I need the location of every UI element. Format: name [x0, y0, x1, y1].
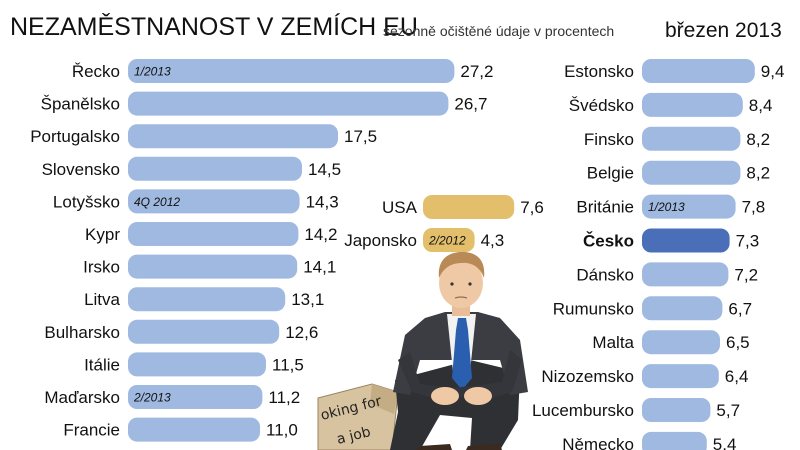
job-seeker-illustration: oking for a job — [317, 252, 528, 450]
category-label-japonsko: Japonsko — [344, 231, 417, 250]
chart-subtitle: sezonně očištěné údaje v procentech — [383, 23, 614, 39]
category-label-rumunsko: Rumunsko — [553, 299, 634, 318]
value-label-bulharsko: 12,6 — [285, 323, 318, 342]
category-label-slovensko: Slovensko — [42, 160, 120, 179]
category-label-malta: Malta — [592, 333, 634, 352]
value-label-slovensko: 14,5 — [308, 160, 341, 179]
value-label-madarsko: 11,2 — [268, 388, 300, 407]
note-label-britanie: 1/2013 — [648, 200, 685, 214]
bar-svedsko — [642, 92, 743, 117]
value-label-lucembursko: 5,7 — [716, 401, 740, 420]
bar-recko — [128, 59, 455, 83]
bar-spanelsko — [128, 91, 449, 116]
value-label-usa: 7,6 — [520, 198, 544, 217]
category-label-francie: Francie — [63, 421, 120, 440]
bar-britanie — [642, 194, 736, 219]
category-label-recko: Řecko — [72, 62, 120, 81]
value-label-belgie: 8,2 — [746, 164, 770, 183]
value-label-spanelsko: 26,7 — [454, 95, 487, 114]
bar-portugalsko — [128, 124, 338, 149]
note-label-madarsko: 2/2013 — [133, 391, 171, 405]
bar-nizozemsko — [642, 364, 719, 389]
value-label-rumunsko: 6,7 — [728, 299, 752, 318]
value-label-portugalsko: 17,5 — [344, 127, 377, 146]
bar-lotyssko — [128, 189, 300, 214]
category-label-lucembursko: Lucembursko — [532, 401, 634, 420]
category-label-madarsko: Maďarsko — [44, 388, 120, 407]
bar-malta — [642, 330, 720, 355]
bar-estonsko — [642, 59, 755, 83]
bar-dansko — [642, 262, 729, 287]
category-label-usa: USA — [382, 198, 418, 217]
bar-rumunsko — [642, 296, 723, 321]
category-label-dansko: Dánsko — [576, 265, 634, 284]
value-label-lotyssko: 14,3 — [306, 192, 339, 211]
category-label-estonsko: Estonsko — [564, 62, 634, 81]
category-label-finsko: Finsko — [584, 130, 634, 149]
category-label-britanie: Británie — [576, 198, 634, 217]
value-label-cesko: 7,3 — [736, 232, 760, 251]
category-label-nizozemsko: Nizozemsko — [541, 367, 634, 386]
bar-kypr — [128, 222, 299, 246]
value-label-malta: 6,5 — [726, 333, 750, 352]
value-label-estonsko: 9,4 — [761, 62, 785, 81]
bar-bulharsko — [128, 319, 280, 344]
category-label-irsko: Irsko — [83, 258, 120, 277]
category-label-portugalsko: Portugalsko — [30, 127, 120, 146]
bar-slovensko — [128, 156, 302, 181]
value-label-kypr: 14,2 — [304, 225, 337, 244]
bars-layer: Řecko 27,2 1/2013 Španělsko 26,7 Portugalsko 1… — [30, 59, 784, 450]
category-label-kypr: Kypr — [85, 225, 120, 244]
bar-finsko — [642, 126, 741, 151]
bar-japonsko — [423, 228, 475, 252]
value-label-francie: 11,0 — [266, 421, 298, 440]
category-label-italie: Itálie — [84, 355, 120, 374]
chart-title: NEZAMĚSTNANOST V ZEMÍCH EU — [10, 12, 418, 41]
bar-litva — [128, 287, 286, 312]
value-label-svedsko: 8,4 — [749, 96, 773, 115]
category-label-svedsko: Švédsko — [569, 96, 634, 115]
value-label-britanie: 7,8 — [742, 198, 766, 217]
chart-date: březen 2013 — [665, 19, 782, 42]
category-label-bulharsko: Bulharsko — [44, 323, 120, 342]
value-label-finsko: 8,2 — [746, 130, 770, 149]
bar-italie — [128, 352, 266, 377]
category-label-nemecko: Německo — [562, 435, 634, 450]
bar-lucembursko — [642, 398, 711, 422]
bar-nemecko — [642, 431, 707, 450]
category-label-belgie: Belgie — [587, 164, 634, 183]
person-icon — [390, 252, 528, 450]
value-label-litva: 13,1 — [291, 290, 324, 309]
sign-icon: oking for a job — [317, 383, 399, 450]
bar-irsko — [128, 254, 298, 279]
category-label-litva: Litva — [84, 290, 120, 309]
bar-cesko — [642, 228, 730, 253]
note-label-recko: 1/2013 — [134, 65, 171, 79]
bar-madarsko — [128, 385, 263, 409]
note-label-lotyssko: 4Q 2012 — [134, 195, 180, 209]
value-label-nemecko: 5,4 — [713, 435, 737, 450]
note-label-japonsko: 2/2012 — [428, 234, 466, 248]
value-label-nizozemsko: 6,4 — [725, 367, 749, 386]
category-label-spanelsko: Španělsko — [41, 95, 120, 114]
value-label-dansko: 7,2 — [734, 265, 758, 284]
bar-francie — [128, 417, 260, 442]
bar-usa — [423, 195, 515, 219]
value-label-japonsko: 4,3 — [481, 231, 505, 250]
category-label-lotyssko: Lotyšsko — [53, 192, 120, 211]
category-label-cesko: Česko — [583, 232, 634, 251]
value-label-italie: 11,5 — [272, 355, 304, 374]
value-label-irsko: 14,1 — [303, 258, 336, 277]
value-label-recko: 27,2 — [460, 62, 493, 81]
bar-belgie — [642, 160, 741, 185]
